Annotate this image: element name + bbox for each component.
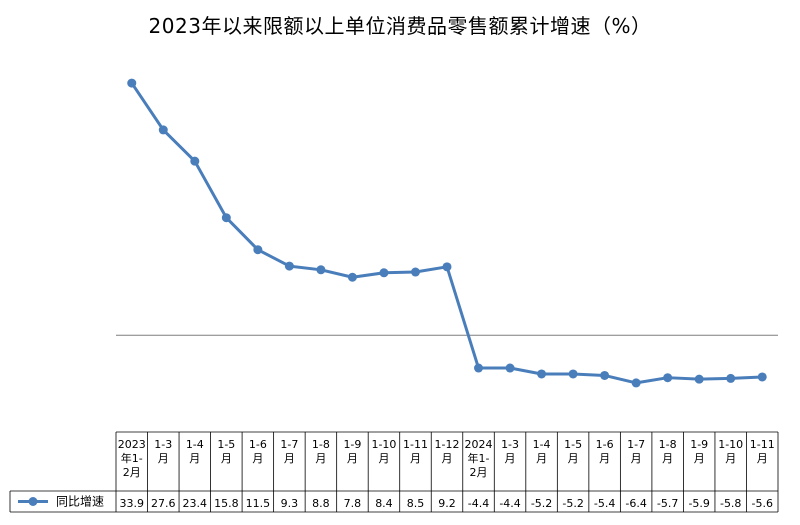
data-point — [726, 373, 736, 383]
category-label: 1-4 月 — [186, 438, 204, 465]
category-label: 1-10 月 — [371, 438, 396, 465]
value-label: 7.8 — [344, 497, 362, 510]
data-point — [442, 262, 452, 272]
data-point — [347, 272, 357, 282]
value-label: -5.7 — [657, 497, 678, 510]
category-label: 1-7 月 — [280, 438, 298, 465]
legend-label: 同比增速 — [56, 495, 104, 509]
data-point — [757, 372, 767, 382]
category-label: 1-7 月 — [627, 438, 645, 465]
data-point — [600, 370, 610, 380]
value-label: 27.6 — [151, 497, 176, 510]
value-label: 8.4 — [375, 497, 393, 510]
value-label: 11.5 — [246, 497, 271, 510]
value-label: 8.5 — [407, 497, 425, 510]
value-label: 9.2 — [438, 497, 456, 510]
data-point — [474, 363, 484, 373]
value-label: -5.8 — [720, 497, 741, 510]
value-label: -5.4 — [594, 497, 615, 510]
legend-layer: 同比增速 — [18, 495, 104, 509]
value-label: -5.2 — [562, 497, 583, 510]
value-label: 33.9 — [120, 497, 145, 510]
category-label: 1-5 月 — [564, 438, 582, 465]
value-label: -5.9 — [688, 497, 709, 510]
value-label: -4.4 — [499, 497, 520, 510]
value-label: -6.4 — [625, 497, 646, 510]
data-point — [379, 268, 389, 278]
legend-marker — [28, 497, 38, 506]
value-label: 8.8 — [312, 497, 330, 510]
data-point — [631, 378, 641, 388]
data-point — [253, 245, 263, 255]
data-point — [663, 373, 673, 383]
data-point — [505, 363, 515, 373]
category-label: 1-3 月 — [501, 438, 519, 465]
value-label: 15.8 — [214, 497, 239, 510]
series-layer — [127, 78, 767, 388]
data-point — [537, 369, 547, 379]
category-label: 1-12 月 — [435, 438, 460, 465]
value-label: 23.4 — [183, 497, 208, 510]
category-label: 1-6 月 — [249, 438, 267, 465]
category-label: 1-9 月 — [690, 438, 708, 465]
category-label: 1-6 月 — [596, 438, 614, 465]
data-point — [190, 156, 200, 166]
data-point — [694, 374, 704, 384]
data-point — [221, 213, 231, 223]
value-label: -4.4 — [468, 497, 489, 510]
chart-title: 2023年以来限额以上单位消费品零售额累计增速（%） — [148, 14, 652, 38]
category-label: 1-11 月 — [750, 438, 775, 465]
value-label: -5.6 — [752, 497, 773, 510]
value-label: -5.2 — [531, 497, 552, 510]
category-label: 1-11 月 — [403, 438, 428, 465]
value-label: 9.3 — [281, 497, 299, 510]
data-point — [158, 125, 168, 135]
data-point — [568, 369, 578, 379]
category-label: 1-10 月 — [718, 438, 743, 465]
data-point — [284, 261, 294, 271]
category-label: 1-8 月 — [312, 438, 330, 465]
category-label: 1-4 月 — [533, 438, 551, 465]
category-label: 2024 年1-2月 — [465, 438, 493, 479]
data-point — [127, 78, 137, 88]
category-label: 2023 年1-2月 — [118, 438, 146, 479]
category-label: 1-8 月 — [659, 438, 677, 465]
data-point — [410, 267, 420, 277]
category-label: 1-3 月 — [154, 438, 172, 465]
category-label: 1-5 月 — [217, 438, 235, 465]
data-point — [316, 265, 326, 275]
data-table: 2023 年1-2月 1-3 月 1-4 月 1-5 月 1-6 月 1-7 月 1-8 月 1-9 月 1-1… — [9, 431, 779, 513]
series-line — [130, 81, 764, 385]
category-label: 1-9 月 — [343, 438, 361, 465]
